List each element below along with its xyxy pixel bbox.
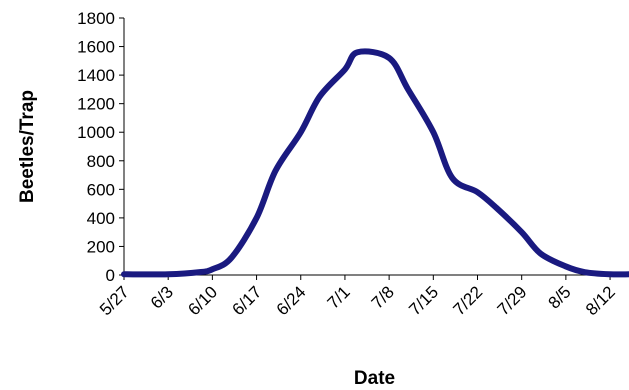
x-axis-title: Date (354, 368, 395, 389)
x-tick-label: 5/27 (96, 282, 133, 319)
series-line (121, 48, 629, 278)
x-tick-label: 7/15 (405, 282, 442, 319)
x-tick-label: 6/24 (273, 282, 310, 319)
x-tick-label: 8/12 (582, 282, 619, 319)
y-tick-label: 1600 (77, 38, 115, 57)
y-tick-label: 400 (87, 209, 115, 228)
x-tick-label: 7/8 (368, 282, 398, 312)
y-tick-label: 1000 (77, 123, 115, 142)
y-axis-title: Beetles/Trap (17, 90, 38, 203)
y-tick-label: 200 (87, 237, 115, 256)
y-tick-label: 1800 (77, 9, 115, 28)
y-axis-ticks: 0 200 400 600 800 1000 1200 1400 1600 1800 (77, 9, 124, 285)
x-tick-label: 8/5 (545, 282, 575, 312)
y-tick-label: 1200 (77, 95, 115, 114)
x-tick-label: 6/17 (229, 282, 266, 319)
x-tick-label: 6/10 (184, 282, 221, 319)
x-tick-label: 7/22 (449, 282, 486, 319)
x-tick-label: 7/1 (324, 282, 354, 312)
y-tick-label: 1400 (77, 66, 115, 85)
x-axis-ticks: 5/27 6/3 6/10 6/17 6/24 7/1 7/8 7/15 7/22 7/29 8/5… (96, 275, 619, 319)
y-tick-label: 800 (87, 152, 115, 171)
y-tick-label: 600 (87, 180, 115, 199)
x-tick-label: 7/29 (494, 282, 531, 319)
x-tick-label: 6/3 (147, 282, 177, 312)
y-tick-label: 0 (106, 266, 115, 285)
